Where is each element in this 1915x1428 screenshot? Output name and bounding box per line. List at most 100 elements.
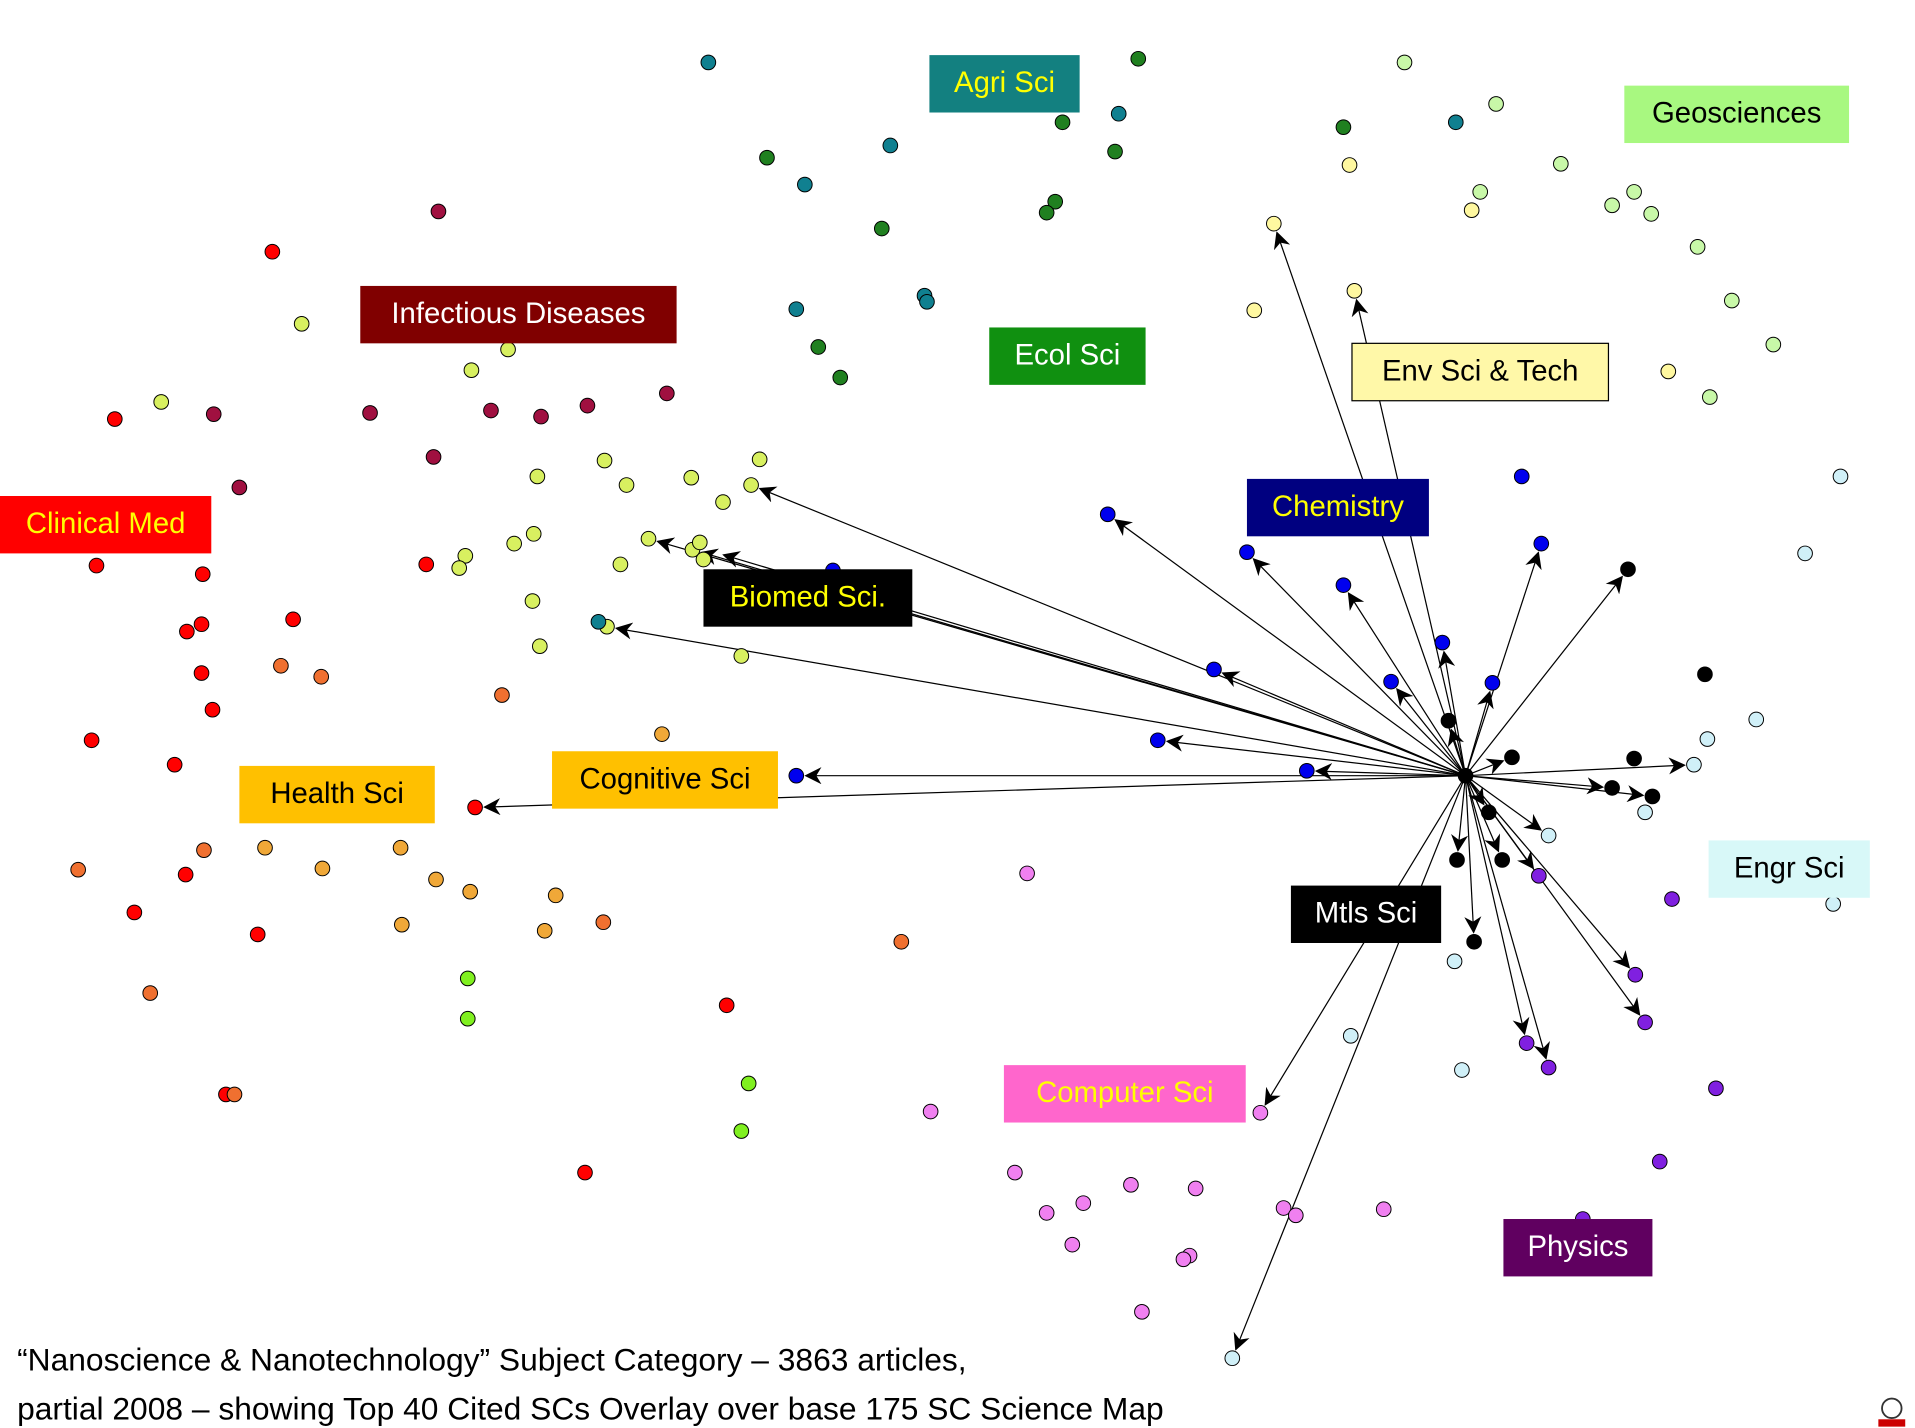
node-dot <box>1643 206 1660 222</box>
arrow <box>1438 650 1467 776</box>
node-dot <box>1637 1014 1653 1031</box>
node-dot <box>1266 215 1282 232</box>
arrow <box>1447 728 1467 776</box>
node-dot <box>1275 1200 1292 1216</box>
label-box <box>929 55 1080 113</box>
label-text: Engr Sci <box>1734 851 1845 884</box>
node-dot <box>1533 535 1550 552</box>
node-dot <box>1463 202 1480 219</box>
node-dot <box>430 203 447 220</box>
arrow <box>1252 557 1466 777</box>
label-box <box>1003 1065 1246 1123</box>
node-dot <box>1765 336 1782 353</box>
node-dot <box>1130 50 1147 67</box>
node-dot <box>1702 389 1718 405</box>
node-dot <box>1383 673 1399 690</box>
node-dot <box>166 756 183 773</box>
node-dot <box>1246 302 1263 319</box>
node-dot <box>226 1086 243 1103</box>
node-dot <box>691 534 708 551</box>
node-dot <box>590 613 607 630</box>
arrow <box>1464 775 1482 934</box>
node-dot <box>1626 184 1642 200</box>
node-dot <box>500 341 516 358</box>
node-dot <box>1797 545 1813 562</box>
node-dot <box>459 1010 476 1027</box>
node-dot <box>264 243 281 260</box>
node-dot <box>1224 1350 1241 1367</box>
node-dot <box>106 411 123 427</box>
node-dot <box>1531 868 1547 884</box>
caption: partial 2008 – showing Top 40 Cited SCs … <box>17 1390 1164 1426</box>
label-text: Geosciences <box>1652 97 1821 130</box>
arrow <box>1114 519 1466 777</box>
node-dot <box>425 449 442 465</box>
node-dot <box>451 560 468 576</box>
node-dot <box>249 926 266 943</box>
node-dot <box>70 861 86 878</box>
node-dot <box>1664 891 1680 907</box>
node-dot <box>1540 1059 1557 1076</box>
node-dot <box>788 301 805 317</box>
node-dot <box>1110 105 1127 122</box>
node-dot <box>1134 1304 1150 1320</box>
node-dot <box>1007 1164 1023 1181</box>
node-dot <box>1651 1153 1668 1170</box>
label-box <box>239 765 435 824</box>
arrow <box>1347 591 1467 777</box>
node-dot <box>1440 712 1457 729</box>
arrow <box>1396 687 1467 777</box>
label-box <box>1246 478 1429 537</box>
label-text: Cognitive Sci <box>580 762 751 795</box>
node-dot <box>83 732 100 749</box>
arrow <box>1465 757 1686 777</box>
node-dot <box>759 149 775 166</box>
dots <box>70 50 1849 1367</box>
node-dot <box>1434 634 1451 651</box>
node-dot <box>1446 953 1463 970</box>
node-dot <box>695 551 712 568</box>
node-dot <box>1723 292 1740 309</box>
label-box <box>360 285 677 344</box>
node-dot <box>531 638 548 655</box>
node-dot <box>1123 1176 1139 1193</box>
node-dot <box>683 469 700 486</box>
label-box <box>703 569 913 627</box>
arrow <box>1314 763 1466 781</box>
label-text: Infectious Diseases <box>391 297 645 330</box>
node-dot <box>1748 711 1765 728</box>
node-dot <box>1637 804 1653 821</box>
node-dot <box>797 176 813 193</box>
node-dot <box>810 339 827 355</box>
label-box <box>1624 85 1850 144</box>
node-dot <box>618 477 635 493</box>
node-dot <box>1335 119 1352 135</box>
node-dot <box>700 54 717 71</box>
node-dot <box>1342 1027 1359 1044</box>
node-dot <box>1518 1035 1535 1051</box>
node-dot <box>595 914 612 931</box>
node-dot <box>1187 1180 1204 1197</box>
node-dot <box>1075 1195 1092 1211</box>
arrow <box>1233 775 1467 1351</box>
label-box <box>1708 840 1870 898</box>
node-dot <box>743 477 759 493</box>
node-dot <box>788 767 805 784</box>
node-dot <box>1494 852 1511 868</box>
node-dot <box>1019 865 1035 882</box>
node-dot <box>467 799 483 816</box>
node-dot <box>1620 561 1636 578</box>
label-text: Physics <box>1527 1230 1628 1263</box>
node-dot <box>1054 114 1071 131</box>
node-dot <box>1252 1104 1269 1121</box>
node-dot <box>177 866 194 883</box>
node-dot <box>654 726 670 742</box>
logo <box>1878 1397 1906 1427</box>
label-text: Env Sci & Tech <box>1382 354 1579 387</box>
label-text: Biomed Sci. <box>730 580 886 613</box>
node-dot <box>362 405 378 421</box>
label-text: Agri Sci <box>954 66 1055 99</box>
arrow <box>1165 734 1466 777</box>
node-dot <box>257 839 273 856</box>
node-dot <box>1540 827 1557 844</box>
